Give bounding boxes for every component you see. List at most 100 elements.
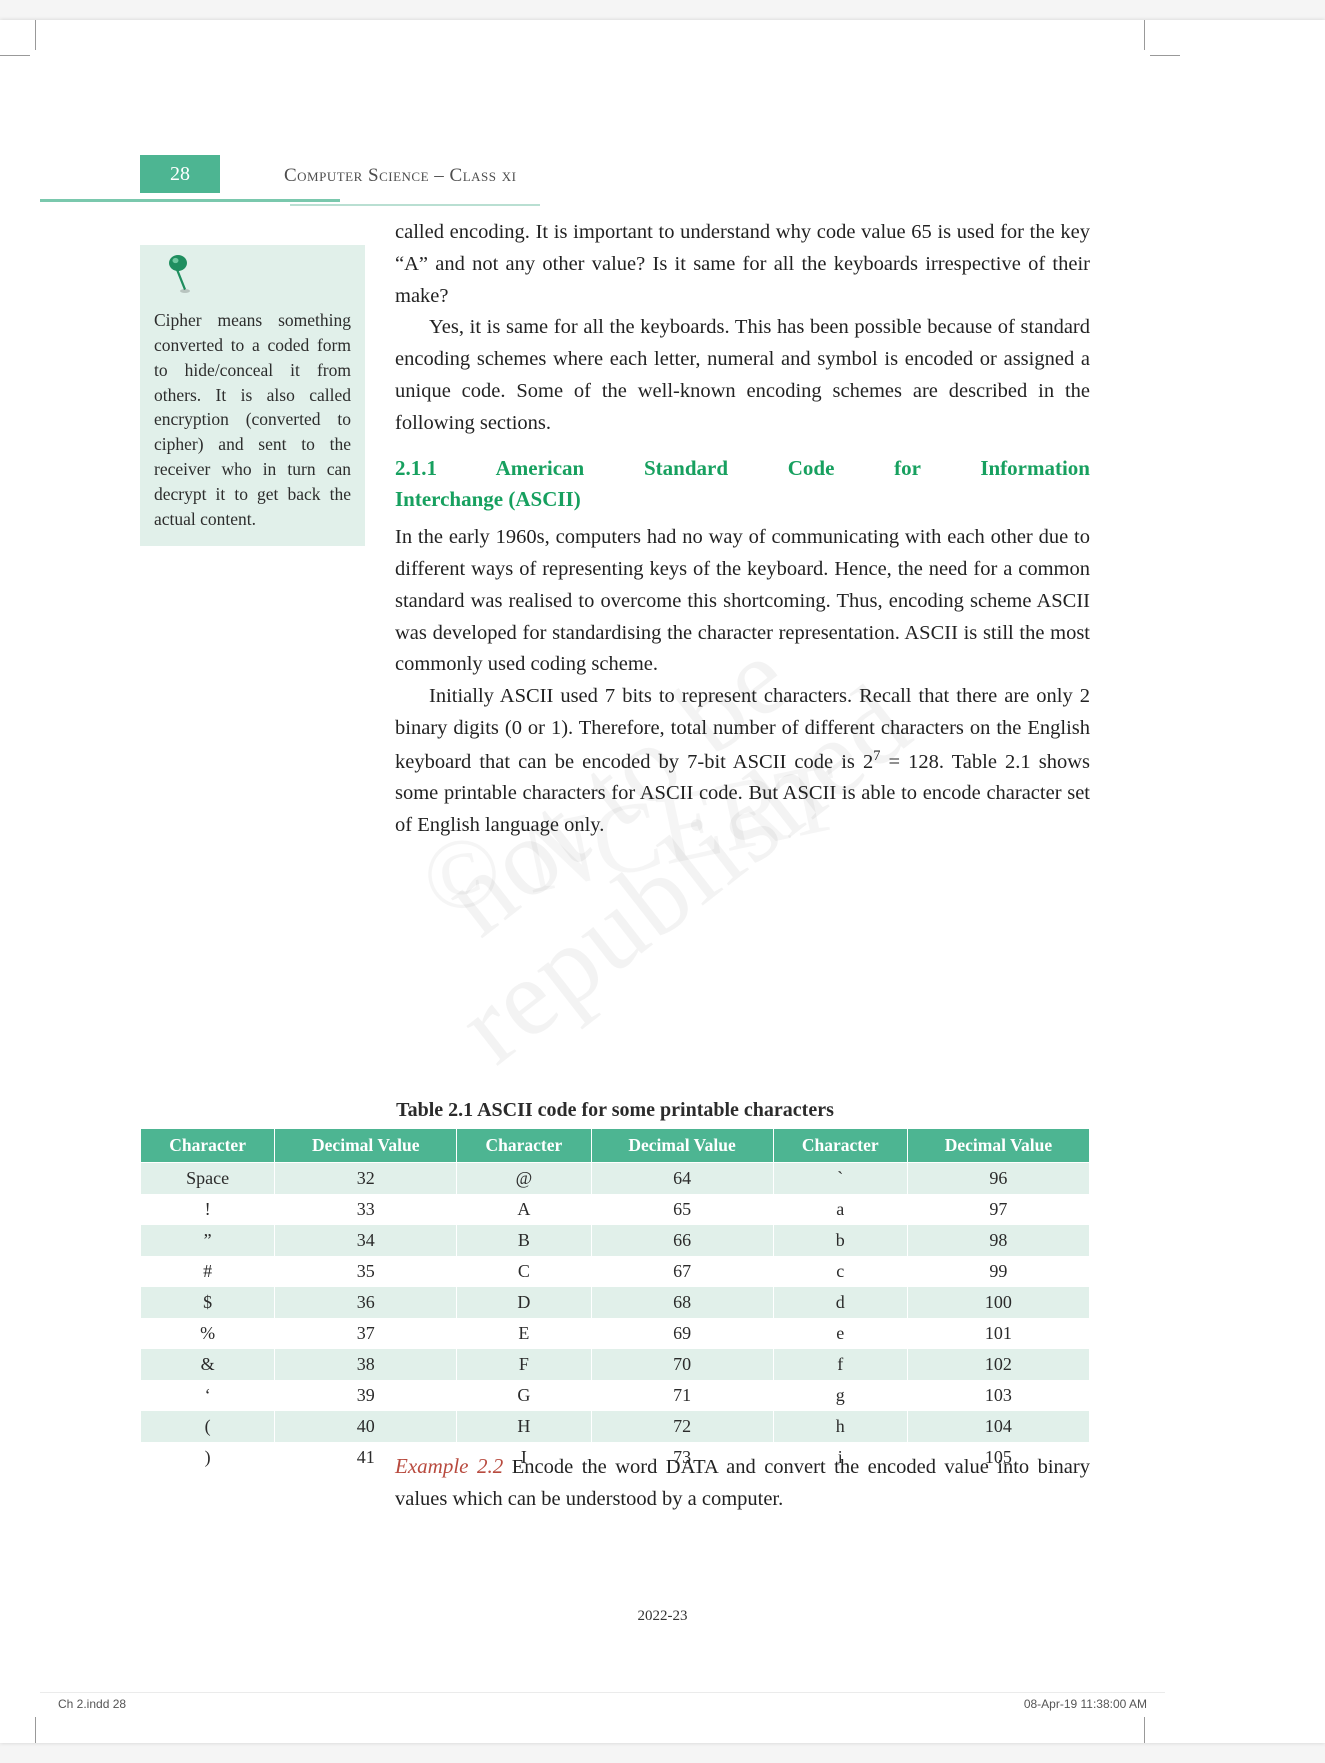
header-rule xyxy=(40,199,340,202)
section-heading-line2: Interchange (ASCII) xyxy=(395,484,581,514)
table-cell: 37 xyxy=(275,1318,457,1349)
table-row: (40H72h104 xyxy=(141,1411,1090,1442)
table-row: $36D68d100 xyxy=(141,1287,1090,1318)
table-cell: b xyxy=(773,1225,907,1256)
pin-icon xyxy=(164,253,351,300)
table-cell: H xyxy=(457,1411,591,1442)
table-cell: 71 xyxy=(591,1380,773,1411)
table-cell: D xyxy=(457,1287,591,1318)
table-cell: & xyxy=(141,1349,275,1380)
table-cell: 67 xyxy=(591,1256,773,1287)
table-cell: 66 xyxy=(591,1225,773,1256)
table-cell: 38 xyxy=(275,1349,457,1380)
table-cell: B xyxy=(457,1225,591,1256)
table-cell: a xyxy=(773,1194,907,1225)
table-row: Space32@64`96 xyxy=(141,1163,1090,1195)
table-cell: 101 xyxy=(907,1318,1089,1349)
th-dec: Decimal Value xyxy=(591,1129,773,1163)
table-caption: Table 2.1 ASCII code for some printable … xyxy=(140,1099,1090,1122)
table-cell: ` xyxy=(773,1163,907,1195)
table-cell: g xyxy=(773,1380,907,1411)
table-cell: d xyxy=(773,1287,907,1318)
table-header-row: Character Decimal Value Character Decima… xyxy=(141,1129,1090,1163)
table-cell: 68 xyxy=(591,1287,773,1318)
table-cell: c xyxy=(773,1256,907,1287)
ascii-table: Character Decimal Value Character Decima… xyxy=(140,1128,1090,1473)
table-cell: ” xyxy=(141,1225,275,1256)
paragraph-2: Yes, it is same for all the keyboards. T… xyxy=(395,312,1090,439)
table-cell: f xyxy=(773,1349,907,1380)
table-cell: h xyxy=(773,1411,907,1442)
table-cell: Space xyxy=(141,1163,275,1195)
table-row: !33A65a97 xyxy=(141,1194,1090,1225)
footer-right: 08-Apr-19 11:38:00 AM xyxy=(1024,1697,1147,1711)
sidebar-note: Cipher means something converted to a co… xyxy=(140,245,365,546)
footer-rule xyxy=(40,1692,1165,1693)
table-cell: 36 xyxy=(275,1287,457,1318)
crop-mark xyxy=(35,1717,36,1743)
ascii-table-section: Table 2.1 ASCII code for some printable … xyxy=(140,1085,1090,1473)
table-row: %37E69e101 xyxy=(141,1318,1090,1349)
table-cell: 34 xyxy=(275,1225,457,1256)
footer-print-info: Ch 2.indd 28 08-Apr-19 11:38:00 AM xyxy=(58,1697,1147,1711)
paragraph-3: In the early 1960s, computers had no way… xyxy=(395,522,1090,681)
table-cell: 40 xyxy=(275,1411,457,1442)
main-column: called encoding. It is important to unde… xyxy=(395,217,1090,842)
example-paragraph: Example 2.2 Encode the word DATA and con… xyxy=(395,1450,1090,1516)
paragraph-4: Initially ASCII used 7 bits to represent… xyxy=(395,681,1090,842)
table-cell: 102 xyxy=(907,1349,1089,1380)
crop-mark xyxy=(1144,1717,1145,1743)
table-cell: 39 xyxy=(275,1380,457,1411)
table-cell: 64 xyxy=(591,1163,773,1195)
table-cell: 69 xyxy=(591,1318,773,1349)
running-header: 28 Computer Science – Class xi xyxy=(40,155,1145,206)
table-cell: 97 xyxy=(907,1194,1089,1225)
table-cell: ‘ xyxy=(141,1380,275,1411)
table-cell: 33 xyxy=(275,1194,457,1225)
table-cell: $ xyxy=(141,1287,275,1318)
table-row: &38F70f102 xyxy=(141,1349,1090,1380)
example-label: Example 2.2 xyxy=(395,1454,503,1478)
table-cell: G xyxy=(457,1380,591,1411)
table-row: ”34B66b98 xyxy=(141,1225,1090,1256)
table-cell: C xyxy=(457,1256,591,1287)
table-cell: 99 xyxy=(907,1256,1089,1287)
table-cell: 32 xyxy=(275,1163,457,1195)
table-cell: 70 xyxy=(591,1349,773,1380)
th-dec: Decimal Value xyxy=(275,1129,457,1163)
th-dec: Decimal Value xyxy=(907,1129,1089,1163)
section-heading-line1: 2.1.1 American Standard Code for Informa… xyxy=(395,456,1090,480)
table-cell: F xyxy=(457,1349,591,1380)
table-cell: ( xyxy=(141,1411,275,1442)
footer-year: 2022-23 xyxy=(0,1608,1325,1625)
section-heading: 2.1.1 American Standard Code for Informa… xyxy=(395,453,1090,514)
header-sub-rule xyxy=(290,204,540,206)
table-cell: ) xyxy=(141,1442,275,1473)
th-char: Character xyxy=(457,1129,591,1163)
table-cell: 100 xyxy=(907,1287,1089,1318)
table-cell: e xyxy=(773,1318,907,1349)
page: 28 Computer Science – Class xi not to be… xyxy=(0,20,1325,1743)
table-cell: @ xyxy=(457,1163,591,1195)
table-cell: 98 xyxy=(907,1225,1089,1256)
table-cell: % xyxy=(141,1318,275,1349)
table-row: #35C67c99 xyxy=(141,1256,1090,1287)
running-title: Computer Science – Class xi xyxy=(284,157,516,195)
table-cell: 35 xyxy=(275,1256,457,1287)
table-row: ‘39G71g103 xyxy=(141,1380,1090,1411)
table-cell: E xyxy=(457,1318,591,1349)
table-cell: 104 xyxy=(907,1411,1089,1442)
paragraph-1: called encoding. It is important to unde… xyxy=(395,217,1090,312)
table-cell: 65 xyxy=(591,1194,773,1225)
table-cell: A xyxy=(457,1194,591,1225)
table-cell: # xyxy=(141,1256,275,1287)
th-char: Character xyxy=(141,1129,275,1163)
th-char: Character xyxy=(773,1129,907,1163)
example-block: Example 2.2 Encode the word DATA and con… xyxy=(395,1450,1090,1516)
table-cell: 96 xyxy=(907,1163,1089,1195)
table-cell: ! xyxy=(141,1194,275,1225)
footer-left: Ch 2.indd 28 xyxy=(58,1697,126,1711)
table-cell: 103 xyxy=(907,1380,1089,1411)
crop-marks xyxy=(0,20,1325,60)
page-number: 28 xyxy=(140,155,220,193)
